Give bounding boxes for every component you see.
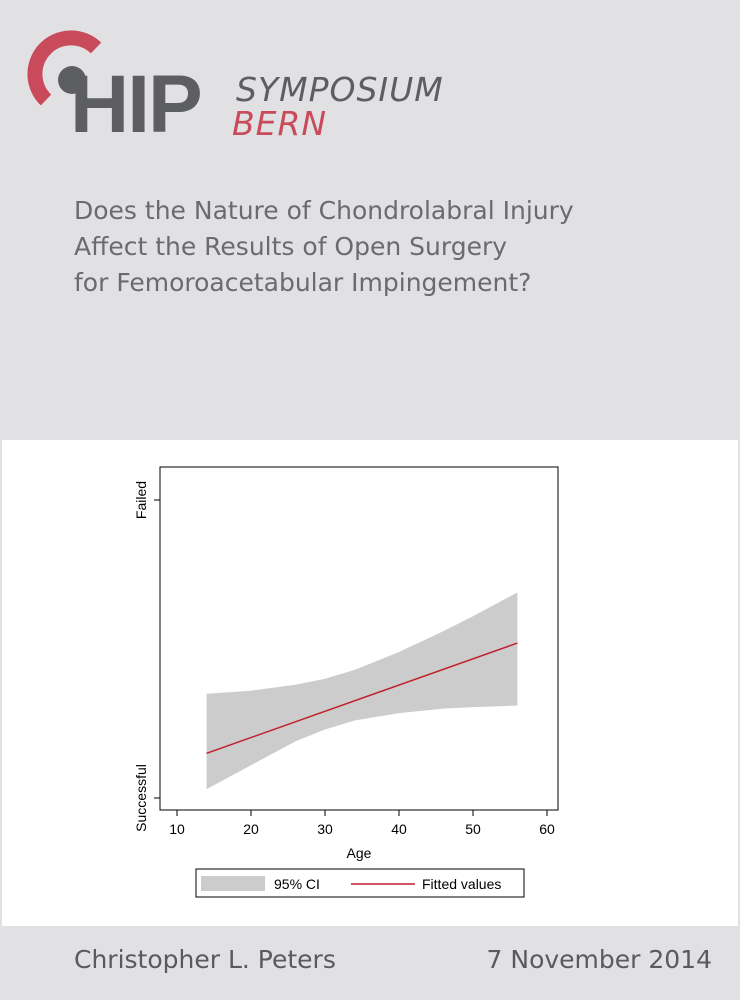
chart: 10 20 30 40 50 60 Successful Failed Age 95% CI … <box>133 466 559 898</box>
legend-fitted-label: Fitted values <box>422 876 501 892</box>
y-tick-label: Failed <box>133 481 149 519</box>
fitted-line <box>206 642 518 755</box>
logo-hip-text: HIP <box>70 59 203 150</box>
author: Christopher L. Peters <box>74 945 336 974</box>
ci-band <box>206 592 518 790</box>
x-tick-label: 50 <box>465 821 481 837</box>
footer <box>0 926 740 1000</box>
title-line-2: Affect the Results of Open Surgery <box>74 232 508 261</box>
title-line-1: Does the Nature of Chondrolabral Injury <box>74 196 574 225</box>
x-axis-label: Age <box>347 845 372 861</box>
chart-panel: 10 20 30 40 50 60 Successful Failed Age 95% CI … <box>2 440 738 926</box>
x-tick-label: 60 <box>539 821 555 837</box>
logo-symposium-text: SYMPOSIUM <box>236 70 444 109</box>
logo-bern-text: BERN <box>232 104 328 143</box>
header-area: HIP SYMPOSIUM BERN Does the Nature of Ch… <box>0 0 740 440</box>
page-title: Does the Nature of Chondrolabral Injury … <box>74 193 694 301</box>
x-tick-label: 40 <box>391 821 407 837</box>
legend-ci-swatch <box>201 876 265 891</box>
x-tick-label: 10 <box>169 821 185 837</box>
legend: 95% CI Fitted values <box>195 868 525 898</box>
date: 7 November 2014 <box>486 945 712 974</box>
hip-arc-icon <box>27 30 102 106</box>
title-line-3: for Femoroacetabular Impingement? <box>74 268 532 297</box>
y-tick-label: Successful <box>133 764 149 832</box>
x-tick-label: 20 <box>243 821 259 837</box>
x-tick-label: 30 <box>317 821 333 837</box>
legend-ci-label: 95% CI <box>274 876 320 892</box>
